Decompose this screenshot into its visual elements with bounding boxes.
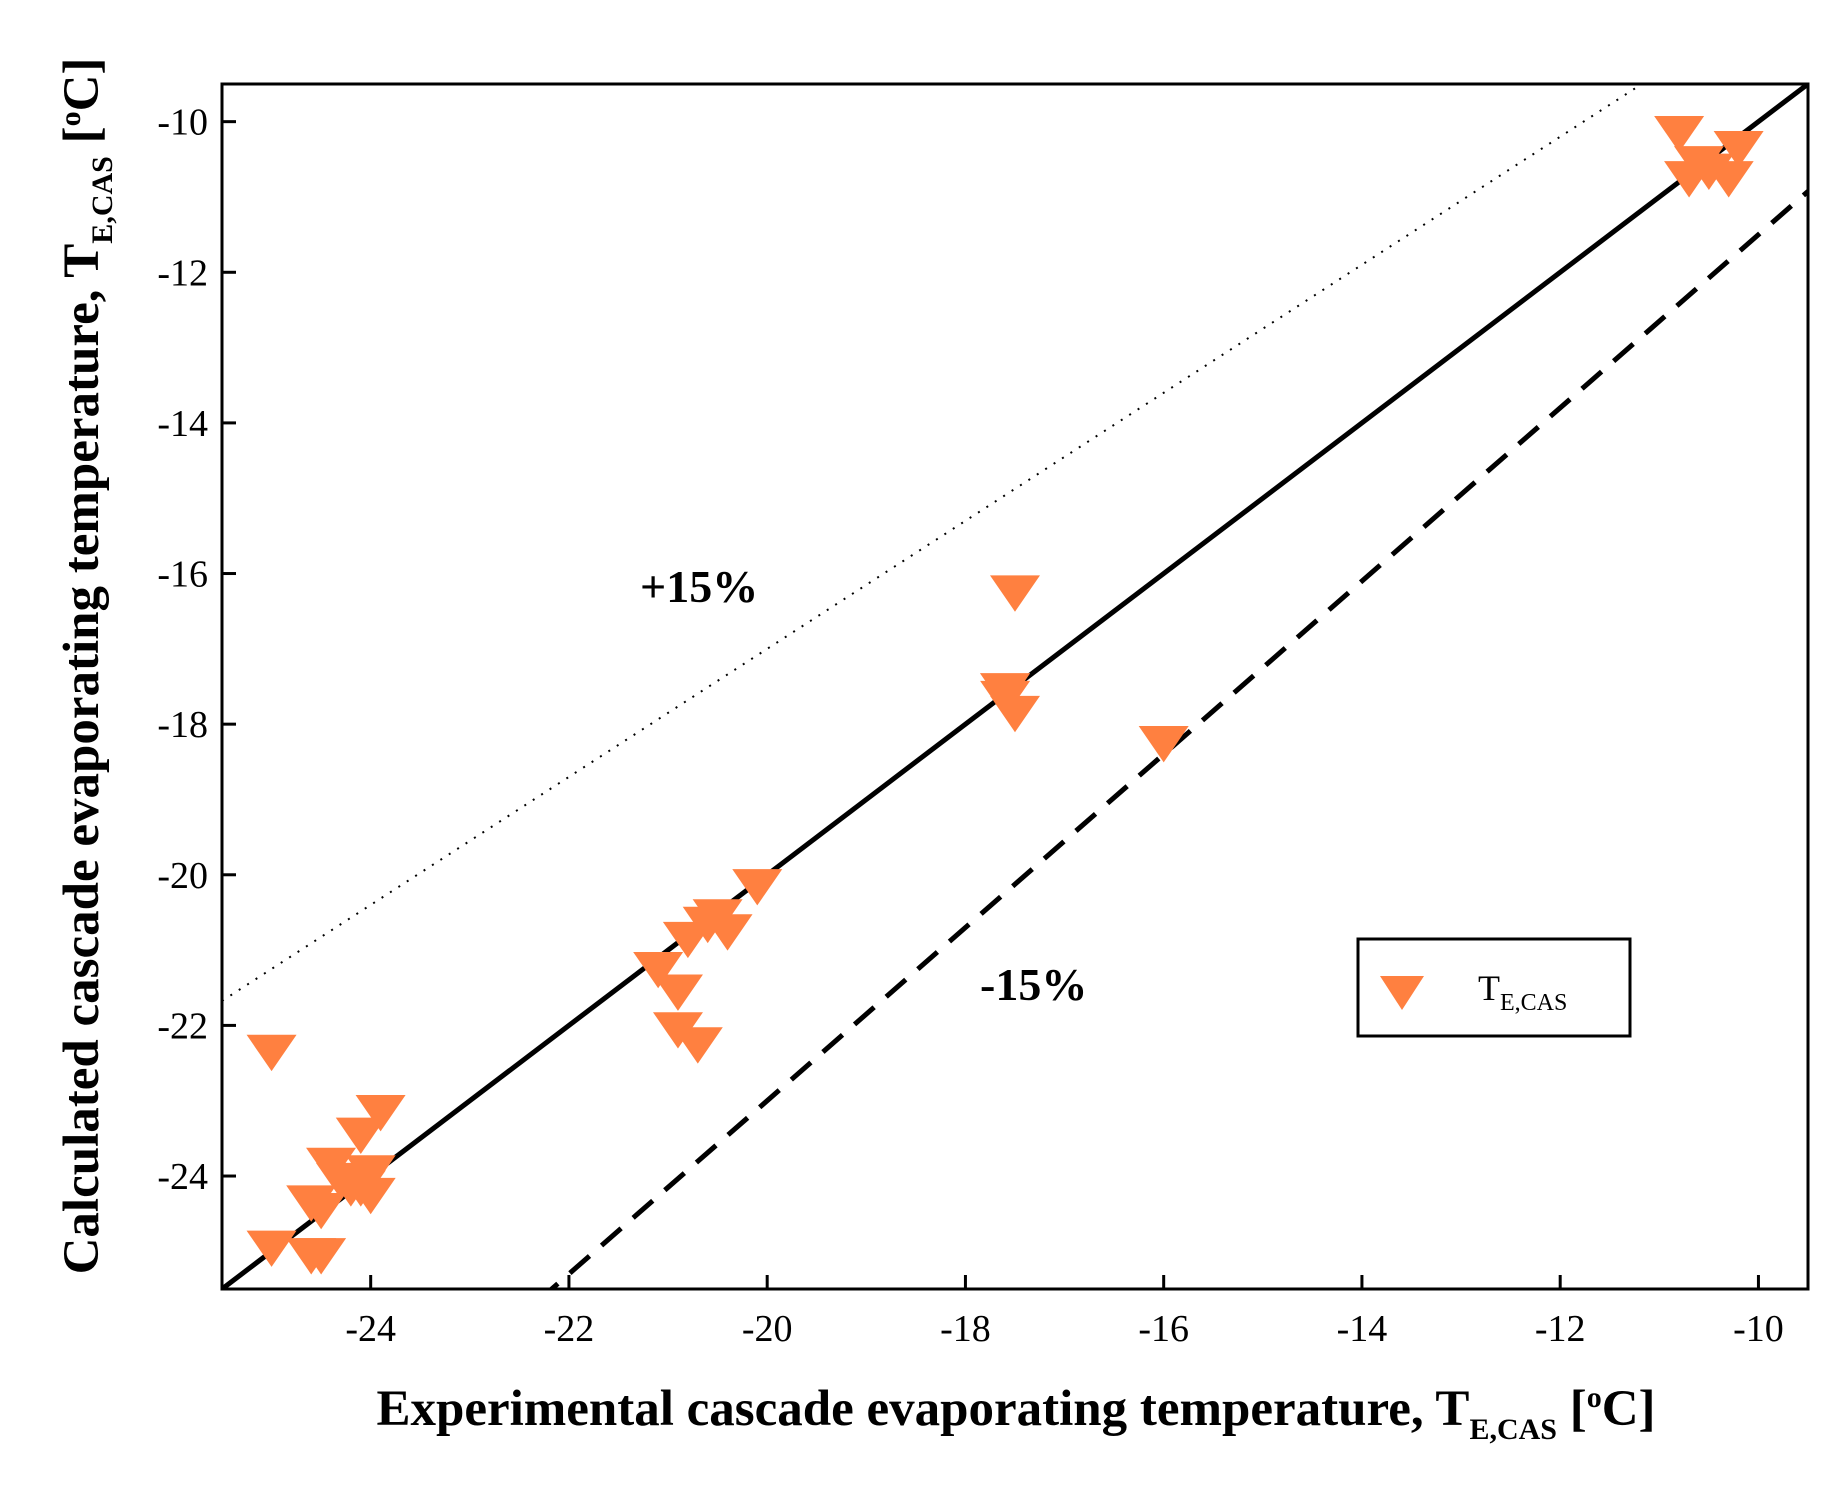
plus-15-label: +15% — [640, 561, 758, 612]
data-point — [672, 1027, 723, 1064]
data-point — [652, 974, 703, 1011]
data-points — [246, 115, 1764, 1275]
x-tick-label: -20 — [742, 1308, 793, 1350]
data-point — [1138, 726, 1189, 763]
x-tick-label: -16 — [1138, 1308, 1189, 1350]
y-tick-label: -24 — [157, 1156, 208, 1198]
x-tick-label: -12 — [1535, 1308, 1586, 1350]
minus-15-percent-line — [547, 189, 1808, 1289]
y-tick-label: -12 — [157, 252, 208, 294]
data-point — [345, 1155, 396, 1192]
data-point — [1703, 161, 1754, 198]
data-point — [732, 869, 783, 906]
x-axis-title: Experimental cascade evaporating tempera… — [376, 1381, 1655, 1446]
minus-15-label: -15% — [980, 959, 1087, 1010]
data-point — [345, 1177, 396, 1215]
y-tick-label: -18 — [157, 704, 208, 746]
y-tick-label: -20 — [157, 855, 208, 897]
x-tick-label: -18 — [940, 1308, 991, 1350]
x-tick-label: -10 — [1733, 1308, 1784, 1350]
y-axis-title: Calculated cascade evaporating temperatu… — [54, 58, 119, 1275]
data-point — [335, 1117, 386, 1154]
y-tick-label: -16 — [157, 554, 208, 596]
y-tick-label: -22 — [157, 1005, 208, 1047]
legend-marker — [1380, 976, 1424, 1010]
data-point — [633, 951, 684, 989]
x-tick-label: -14 — [1337, 1308, 1388, 1350]
x-axis-ticks: -24 -22 -20 -18 -16 -14 -12 -10 — [345, 1275, 1784, 1350]
plus-15-percent-line — [222, 84, 1644, 1002]
data-point — [980, 673, 1031, 710]
legend: TE,CAS — [1356, 937, 1632, 1038]
data-point — [990, 575, 1040, 612]
data-point — [296, 1192, 347, 1230]
y-axis-ticks: -24 -22 -20 -18 -16 -14 -12 -10 — [157, 102, 236, 1198]
data-point — [246, 1230, 297, 1267]
data-point — [246, 1034, 297, 1072]
data-point — [702, 914, 753, 951]
x-tick-label: -24 — [345, 1308, 396, 1350]
data-point — [1713, 131, 1764, 168]
data-point — [990, 695, 1040, 733]
y-tick-label: -14 — [157, 403, 208, 445]
legend-label: TE,CAS — [1478, 968, 1567, 1016]
data-point — [296, 1238, 347, 1275]
data-point — [1654, 115, 1705, 153]
data-point — [355, 1095, 406, 1132]
plot-frame — [220, 82, 1810, 1291]
y-tick-label: -10 — [157, 102, 208, 144]
x-tick-label: -22 — [544, 1308, 595, 1350]
